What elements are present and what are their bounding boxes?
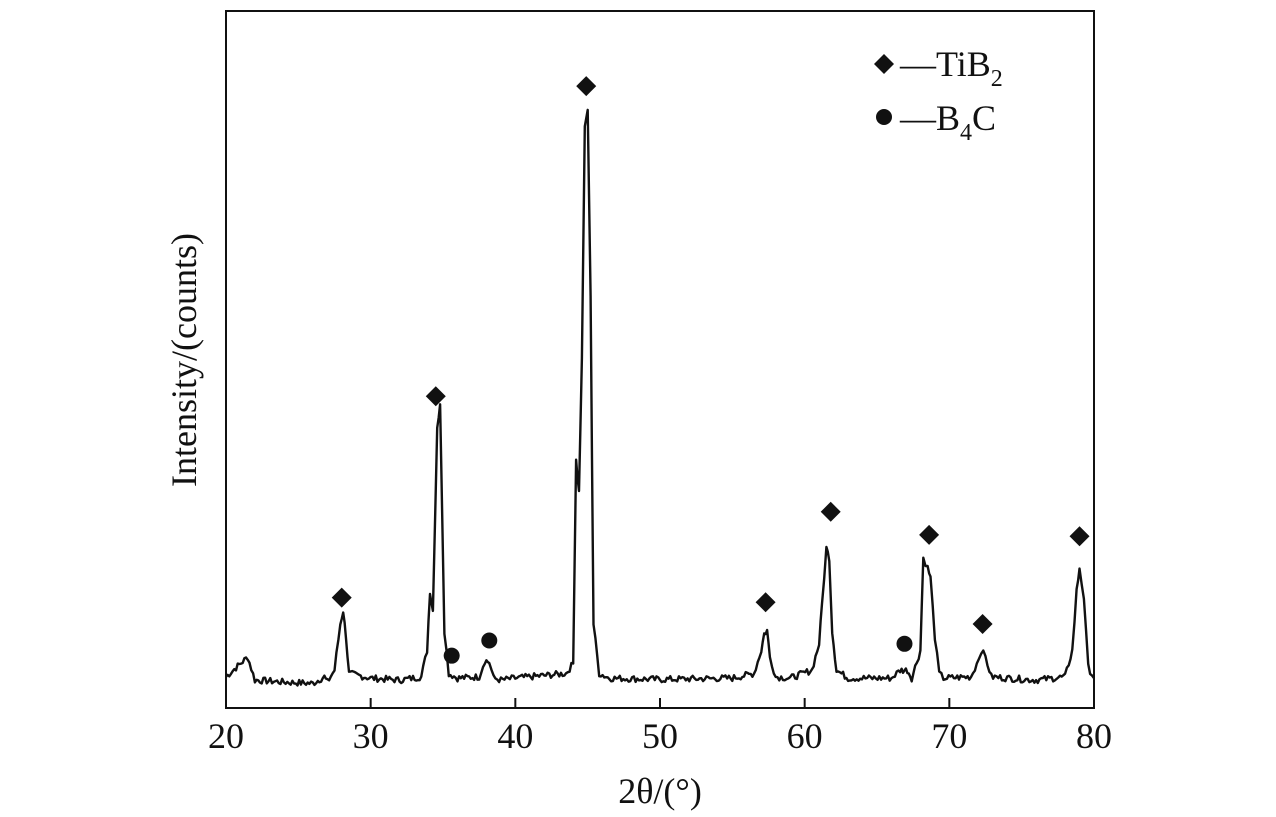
x-tick-label-70: 70 <box>931 716 967 756</box>
legend-tib2-main: —TiB <box>899 44 991 84</box>
x-tick-label-40: 40 <box>497 716 533 756</box>
b4c-peak-marker <box>443 647 460 664</box>
legend-label-tib2: —TiB2 <box>899 44 1003 92</box>
tib2-peak-marker <box>820 501 841 522</box>
tib2-peak-marker <box>331 587 352 608</box>
tib2-peak-marker <box>576 76 597 97</box>
b4c-peak-marker <box>896 635 913 652</box>
legend-b4c-main: —B <box>899 98 960 138</box>
tib2-peak-marker <box>919 524 940 545</box>
x-tick-label-60: 60 <box>787 716 823 756</box>
legend-circle-marker <box>876 109 892 125</box>
x-tick-labels: 20 30 40 50 60 70 80 <box>208 716 1112 756</box>
legend: —TiB2 —B4C <box>874 44 1003 146</box>
series-line <box>225 108 1095 687</box>
peak-markers <box>331 76 1090 664</box>
tib2-peak-marker <box>972 614 993 634</box>
legend-b4c-sub: 4 <box>960 120 972 146</box>
plot-frame <box>225 10 1095 709</box>
legend-b4c-suffix: C <box>972 98 996 138</box>
x-tick-label-20: 20 <box>208 716 244 756</box>
legend-tib2-sub: 2 <box>991 66 1003 92</box>
x-ticks <box>225 698 1095 708</box>
legend-diamond-marker <box>874 54 894 74</box>
tib2-peak-marker <box>425 386 446 407</box>
tib2-peak-marker <box>1069 526 1090 547</box>
tib2-peak-marker <box>755 592 776 613</box>
legend-label-b4c: —B4C <box>899 98 996 146</box>
b4c-peak-marker <box>481 632 498 649</box>
x-tick-label-30: 30 <box>353 716 389 756</box>
y-axis-title: Intensity/(counts) <box>164 233 204 487</box>
x-tick-label-50: 50 <box>642 716 678 756</box>
x-tick-label-80: 80 <box>1076 716 1112 756</box>
x-axis-title: 2θ/(°) <box>618 771 702 811</box>
